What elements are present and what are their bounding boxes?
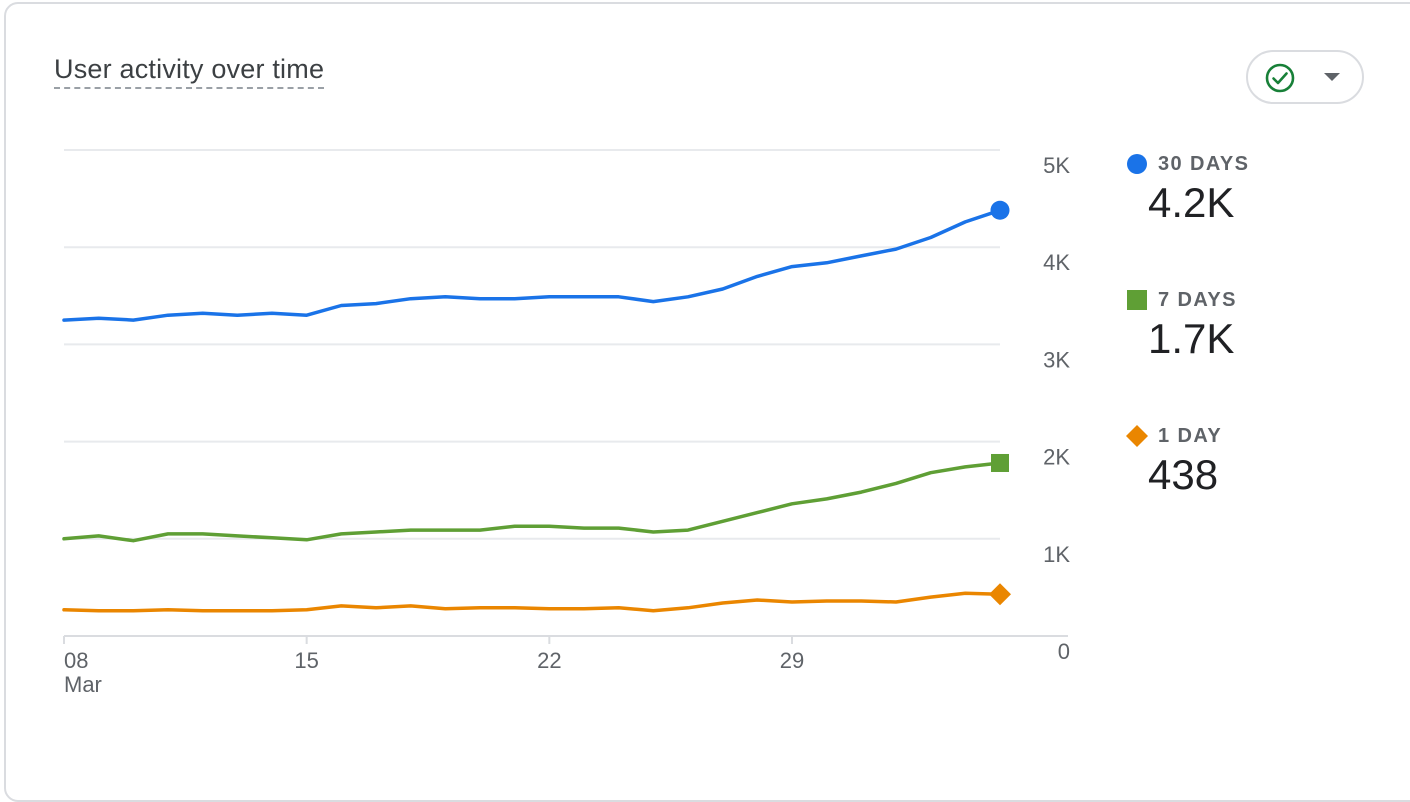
- series-end-marker-square: [991, 453, 1009, 472]
- y-tick-label: 0: [1058, 639, 1070, 664]
- legend-value: 438: [1148, 451, 1219, 498]
- legend-label: 1 DAY: [1158, 425, 1223, 447]
- caret-down-icon: [1324, 73, 1340, 81]
- series-end-marker-diamond: [989, 583, 1011, 606]
- chart-card: [4, 2, 1410, 802]
- legend-value: 1.7K: [1148, 315, 1235, 362]
- y-tick-label: 5K: [1043, 153, 1070, 178]
- legend-marker-diamond: [1126, 425, 1148, 447]
- legend-marker-circle: [1127, 154, 1147, 174]
- x-tick-label: 29: [780, 648, 804, 673]
- x-tick-label: 22: [537, 648, 561, 673]
- legend-value: 4.2K: [1148, 179, 1235, 226]
- y-tick-label: 4K: [1043, 250, 1070, 275]
- chart-title[interactable]: User activity over time: [54, 54, 325, 89]
- y-tick-label: 1K: [1043, 542, 1070, 567]
- legend-label: 7 DAYS: [1158, 289, 1237, 311]
- series-line-30-days: [62, 208, 1002, 322]
- legend-marker-square: [1127, 290, 1147, 310]
- legend-label: 30 DAYS: [1158, 153, 1250, 175]
- y-tick-label: 3K: [1043, 347, 1070, 372]
- x-tick-label: 08: [64, 648, 88, 673]
- x-tick-label: 15: [294, 648, 318, 673]
- series-end-marker-circle: [990, 200, 1010, 220]
- check-circle-icon: [1265, 63, 1295, 93]
- y-tick-label: 2K: [1043, 445, 1070, 470]
- series-line-7-days: [62, 461, 1002, 543]
- series-line-1-day: [62, 591, 1002, 613]
- x-tick-sublabel: Mar: [64, 672, 102, 697]
- status-dropdown-button[interactable]: [1246, 50, 1364, 104]
